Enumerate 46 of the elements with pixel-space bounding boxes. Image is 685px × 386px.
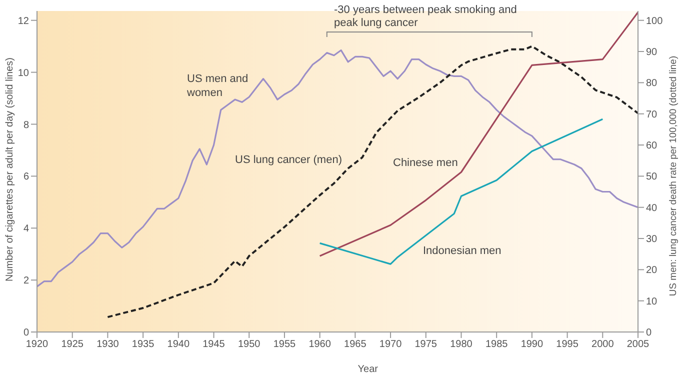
y2-tick-label: 0 xyxy=(646,328,652,339)
x-tick-label: 1985 xyxy=(485,339,508,350)
x-tick-label: 1960 xyxy=(308,339,332,350)
y2-axis-title: US men: lung cancer death rate per 100,000 (dotted line) xyxy=(668,56,679,296)
series-label: US men and women xyxy=(186,73,248,99)
y-tick-label: 8 xyxy=(23,120,30,131)
x-axis-title: Year xyxy=(358,364,379,375)
x-tick-label: 1930 xyxy=(96,339,120,350)
y-tick-label: 2 xyxy=(23,276,30,287)
x-tick-label: 1995 xyxy=(556,339,579,350)
x-tick-label: 1920 xyxy=(26,339,49,350)
y-tick-label: 10 xyxy=(18,68,30,79)
y-tick-label: 4 xyxy=(23,224,30,235)
x-tick-label: 1965 xyxy=(344,339,367,350)
x-tick-label: 1940 xyxy=(167,339,190,350)
y-tick-label: 0 xyxy=(23,328,30,339)
annotation: -30 years between peak smoking and peak lung cancer xyxy=(334,4,517,29)
x-tick-label: 2000 xyxy=(592,339,614,350)
y2-tick-label: 90 xyxy=(646,47,658,58)
y2-tick-label: 70 xyxy=(646,109,658,120)
y2-tick-label: 30 xyxy=(646,234,658,246)
line-series xyxy=(37,49,638,288)
y2-tick-label: 10 xyxy=(646,296,658,308)
y-tick-label: 6 xyxy=(23,172,30,183)
x-tick-label: 1970 xyxy=(379,339,402,350)
x-tick-label: 2005 xyxy=(626,339,650,350)
series-label: Indonesian men xyxy=(423,245,502,257)
y2-tick-label: 40 xyxy=(646,202,658,214)
y-axis-title: Number of cigarettes per adult per day (solid lines) xyxy=(4,58,16,282)
x-tick-label: 1950 xyxy=(238,339,261,350)
x-tick-label: 1925 xyxy=(61,339,84,350)
y2-tick-label: 20 xyxy=(646,265,658,276)
y2-tick-label: 50 xyxy=(646,172,658,183)
x-tick-label: 1980 xyxy=(450,339,473,350)
x-tick-label: 1975 xyxy=(414,339,438,350)
series-label: US lung cancer (men) xyxy=(235,154,342,166)
x-tick-label: 1990 xyxy=(520,339,544,350)
y-tick-label: 12 xyxy=(18,16,30,27)
x-tick-label: 1935 xyxy=(132,339,155,350)
y2-tick-label: 60 xyxy=(646,140,658,152)
x-tick-label: 1945 xyxy=(202,339,226,350)
series-label: Chinese men xyxy=(393,157,458,169)
line-series xyxy=(106,45,638,318)
x-tick-label: 1955 xyxy=(273,339,296,350)
y2-tick-label: 100 xyxy=(646,16,664,27)
y2-tick-label: 80 xyxy=(646,78,658,90)
